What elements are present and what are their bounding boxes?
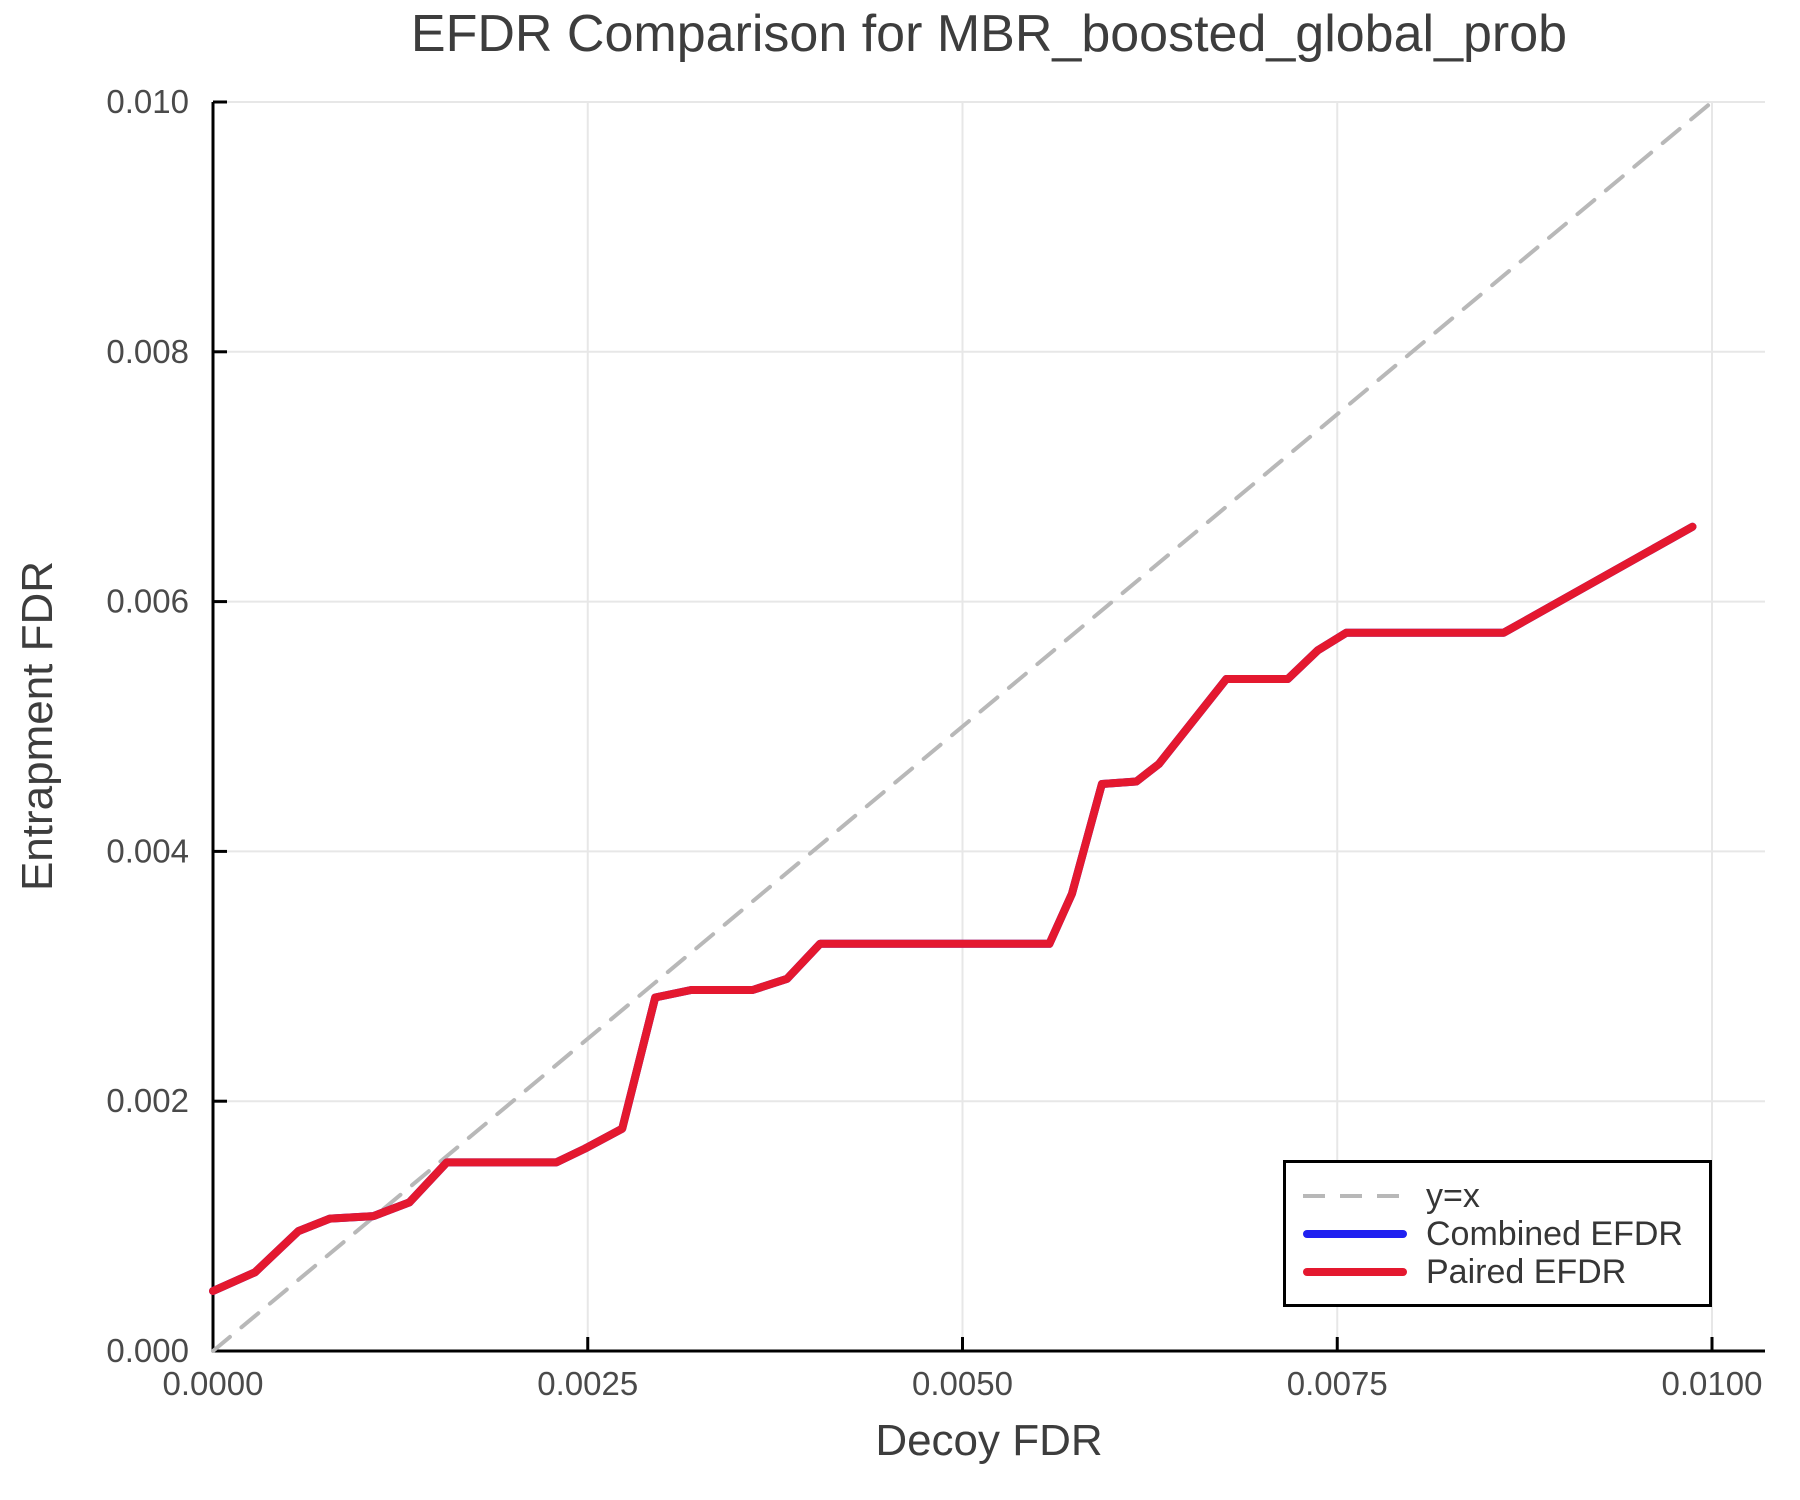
chart-title: EFDR Comparison for MBR_boosted_global_p… xyxy=(410,5,1568,63)
legend-item-paired-efdr: Paired EFDR xyxy=(1303,1253,1709,1291)
y-axis-label: Entrapment FDR xyxy=(13,560,62,892)
y-tick-label: 0.004 xyxy=(106,832,189,869)
legend-label-paired-efdr: Paired EFDR xyxy=(1426,1252,1627,1291)
legend-item-combined-efdr: Combined EFDR xyxy=(1303,1215,1709,1253)
legend-label-combined-efdr: Combined EFDR xyxy=(1426,1214,1683,1253)
y-tick-label: 0.000 xyxy=(106,1332,189,1369)
legend: y=x Combined EFDR Paired EFDR xyxy=(1283,1160,1712,1307)
legend-item-yx: y=x xyxy=(1303,1177,1709,1215)
x-tick-label: 0.0000 xyxy=(163,1365,264,1402)
blue-line-sample xyxy=(1303,1229,1407,1238)
yx-diagonal-line xyxy=(211,100,1714,1353)
dashed-line-sample xyxy=(1303,1193,1407,1198)
y-tick-label: 0.002 xyxy=(106,1082,189,1119)
y-tick-label: 0.008 xyxy=(106,333,189,370)
x-axis-label: Decoy FDR xyxy=(875,1416,1103,1465)
y-tick-label: 0.010 xyxy=(106,83,189,120)
x-tick-label: 0.0100 xyxy=(1662,1365,1763,1402)
x-tick-label: 0.0025 xyxy=(537,1365,638,1402)
x-tick-label: 0.0050 xyxy=(912,1365,1013,1402)
red-line-sample xyxy=(1303,1267,1407,1276)
y-tick-label: 0.006 xyxy=(106,583,189,620)
paired-efdr-line xyxy=(209,522,1697,1295)
x-tick-label: 0.0075 xyxy=(1287,1365,1388,1402)
legend-label-yx: y=x xyxy=(1426,1176,1480,1215)
